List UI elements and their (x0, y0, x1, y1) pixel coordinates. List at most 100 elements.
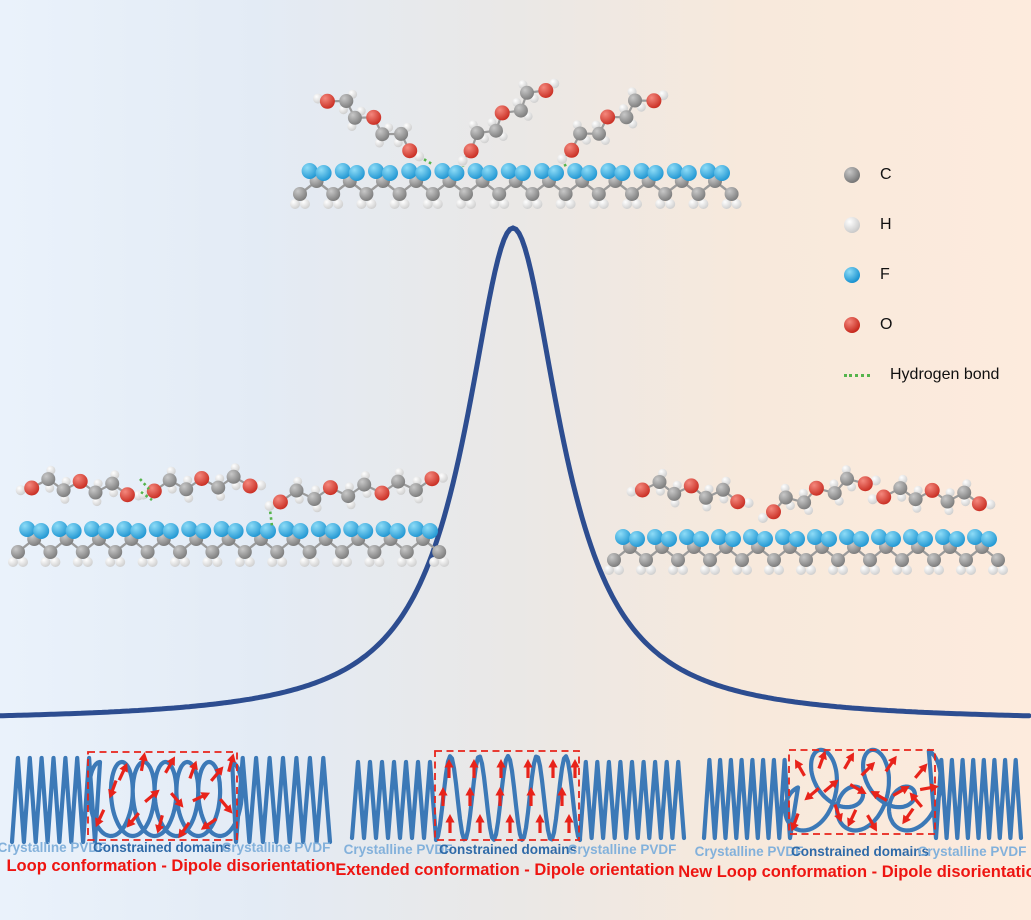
dipole-arrow (438, 787, 448, 806)
hydrogen-bond (140, 490, 153, 502)
dipole-arrow (445, 814, 455, 833)
dipole-arrow (218, 798, 233, 814)
panel2-label-crystalline-left: Crystalline PVDF (343, 842, 453, 857)
dipole-arrow (138, 752, 148, 772)
legend-label-hydrogen-bond: Hydrogen bond (890, 366, 1000, 383)
legend-item-hydrogen: H (844, 200, 999, 250)
constrained-domain-box (434, 750, 580, 841)
panel1-label-crystalline-right: Crystalline PVDF (221, 840, 331, 855)
dipole-arrow (200, 817, 218, 830)
constrained-domain-box (87, 751, 238, 841)
deg-molecule (757, 465, 881, 523)
polymer-wave (349, 753, 687, 843)
deg-molecule (313, 89, 433, 166)
dipole-arrow (226, 753, 236, 773)
conformation-panel (701, 747, 1024, 841)
hydrogen-bond-icon (844, 373, 870, 377)
legend-label-oxygen: O (880, 316, 893, 333)
panel1-label-crystalline-left: Crystalline PVDF (0, 840, 107, 855)
dipole-arrow (833, 803, 843, 823)
atom-legend: C H F O Hydrogen bond (844, 150, 999, 400)
legend-item-carbon: C (844, 150, 999, 200)
panel2-label-crystalline-right: Crystalline PVDF (567, 842, 677, 857)
dipole-arrow (126, 812, 141, 828)
deg-molecule (15, 465, 144, 507)
legend-label-carbon: C (880, 166, 892, 183)
dipole-arrow (817, 750, 827, 770)
polymer-wave (701, 747, 1024, 841)
dipole-arrow (169, 792, 184, 808)
dipole-arrow (188, 760, 198, 780)
dipole-arrow (495, 787, 505, 806)
legend-item-hydrogen-bond: Hydrogen bond (844, 350, 999, 400)
panel1-caption: Loop conformation - Dipole disorientatio… (6, 857, 336, 875)
dipole-arrow (475, 814, 485, 833)
dipole-arrow (570, 759, 580, 778)
dipole-arrow (108, 779, 118, 799)
panel2-caption: Extended conformation - Dipole orientati… (335, 861, 675, 879)
dipole-arrow (795, 759, 806, 777)
dipole-arrow (523, 759, 533, 778)
deg-molecule (457, 78, 560, 168)
pvdf-chain (8, 521, 450, 567)
dipole-arrow (548, 759, 558, 778)
dipole-arrow (860, 761, 876, 777)
dipole-arrow (526, 787, 536, 806)
legend-item-fluorine: F (844, 250, 999, 300)
dipole-arrow (557, 787, 567, 806)
relaxation-peak-curve (0, 225, 1031, 719)
carbon-atom-icon (844, 167, 860, 183)
dipole-arrow (192, 792, 211, 803)
deg-molecule (626, 468, 754, 512)
dipole-arrow (95, 809, 106, 828)
panel3-caption: New Loop conformation - Dipole disorient… (678, 863, 1031, 881)
deg-molecule (138, 463, 267, 503)
top-molecular-scene (290, 78, 742, 209)
conformation-panel (9, 751, 333, 845)
conformation-panel (349, 750, 687, 843)
panel2-label-constrained: Constrained domains (438, 842, 578, 857)
legend-item-oxygen: O (844, 300, 999, 350)
dipole-arrow (919, 783, 939, 793)
dipole-arrow (902, 807, 915, 825)
panel1-label-constrained: Constrained domains (92, 840, 232, 855)
dipole-arrow (913, 763, 928, 779)
deg-molecule (867, 474, 996, 516)
dipole-arrow (866, 814, 877, 832)
left-molecular-scene (8, 463, 450, 567)
dipole-arrow (870, 791, 888, 802)
legend-label-fluorine: F (880, 266, 890, 283)
dipole-arrow (144, 789, 160, 804)
polymer-wave (9, 755, 333, 845)
dipole-arrow (849, 783, 867, 794)
dipole-arrow (505, 814, 515, 833)
dipole-arrow (496, 759, 506, 778)
dipole-arrow (847, 809, 858, 828)
oxygen-atom-icon (844, 317, 860, 333)
hydrogen-atom-icon (844, 217, 860, 233)
legend-label-hydrogen: H (880, 216, 892, 233)
dipole-arrow (444, 759, 454, 778)
dipole-arrow (804, 786, 820, 801)
dipole-arrow (164, 756, 175, 774)
right-molecular-scene (604, 465, 1008, 575)
panel3-label-crystalline-left: Crystalline PVDF (694, 844, 804, 859)
dipole-arrow (209, 766, 224, 782)
dipole-arrow (465, 787, 475, 806)
deg-molecule (264, 468, 448, 527)
dipole-arrow (564, 814, 574, 833)
constrained-domain-box (788, 749, 936, 835)
panel3-label-crystalline-right: Crystalline PVDF (917, 844, 1027, 859)
dipole-arrow (823, 779, 839, 794)
pvdf-chain (604, 529, 1008, 575)
panel3-label-constrained: Constrained domains (790, 844, 930, 859)
fluorine-atom-icon (844, 267, 860, 283)
dipole-arrow (155, 814, 165, 834)
dipole-arrow (843, 752, 854, 770)
hydrogen-bond (139, 478, 150, 490)
dipole-arrow (790, 812, 800, 832)
pvdf-chain (290, 163, 742, 209)
dipole-arrow (117, 762, 128, 781)
